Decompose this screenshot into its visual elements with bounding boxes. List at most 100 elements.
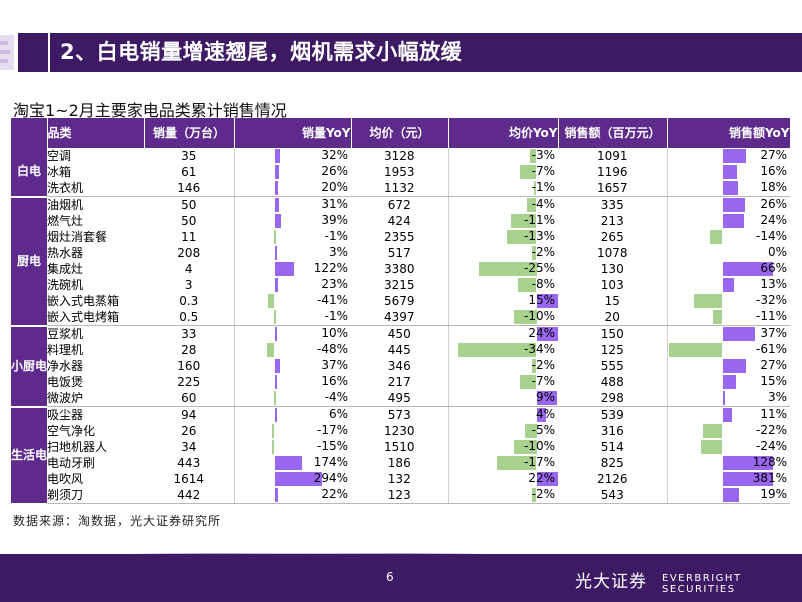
sales-yoy-cell: 20%	[233, 180, 351, 197]
item-name: 燃气灶	[47, 213, 84, 228]
avg-price: 1230	[383, 423, 415, 438]
revenue-yoy-cell: -32%	[666, 293, 790, 309]
price-yoy-value: -34%	[523, 342, 555, 356]
sales-yoy-value: 294%	[313, 471, 348, 485]
price-yoy-value: -10%	[523, 439, 555, 453]
sales-yoy-cell: -4%	[233, 390, 351, 407]
revenue-yoy-cell: 27%	[666, 358, 790, 374]
sales-volume: 35	[181, 148, 197, 163]
revenue-yoy-cell: 0%	[666, 245, 790, 261]
sales-yoy-cell: 10%	[233, 325, 351, 342]
item-name: 空调	[47, 148, 72, 163]
sales-yoy-value: 37%	[321, 358, 348, 372]
footer-bar	[0, 554, 802, 602]
brand-logo-mark	[0, 33, 48, 72]
price-yoy-bar	[458, 343, 537, 357]
group-label: 小厨电	[11, 325, 47, 408]
revenue-yoy-bar	[722, 262, 773, 276]
sales-yoy-bar	[274, 165, 279, 179]
sales-yoy-cell: 3%	[233, 245, 351, 261]
price-yoy-cell: 15%	[447, 293, 558, 309]
brand-name-cn: 光大证券	[575, 572, 647, 592]
item-name: 集成灶	[47, 261, 84, 276]
sales-yoy-bar	[267, 294, 275, 308]
revenue-yoy-bar	[722, 214, 744, 228]
sales-yoy-value: -15%	[316, 439, 348, 453]
table-row: 空气净化 26 -17% 1230 -5% 316 -22%	[11, 423, 790, 439]
avg-price: 1132	[351, 180, 448, 197]
table-subtitle: 淘宝1~2月主要家电品类累计销售情况	[13, 101, 287, 120]
item-name: 冰箱	[47, 164, 72, 179]
revenue-yoy-cell: 27%	[666, 148, 790, 164]
avg-price: 450	[387, 326, 411, 341]
sales-table: 品类 销量（万台） 销量YoY 均价（元） 均价YoY 销售额（百万元） 销售额…	[11, 118, 791, 505]
price-yoy-bar	[531, 246, 537, 260]
revenue-yoy-bar	[712, 310, 723, 324]
item-name: 扫地机器人	[47, 439, 108, 454]
price-yoy-cell: -13%	[447, 229, 558, 245]
price-yoy-cell: -3%	[447, 148, 558, 164]
price-yoy-cell: -7%	[447, 164, 558, 180]
sales-yoy-cell: 37%	[233, 358, 351, 374]
price-yoy-bar	[513, 440, 537, 454]
table-row: 电动牙刷 443 174% 186 -17% 825 128%	[11, 455, 790, 471]
revenue: 213	[600, 213, 624, 228]
header-price-yoy: 均价YoY	[448, 118, 559, 148]
sales-yoy-cell: 294%	[233, 471, 351, 487]
revenue-yoy-bar	[722, 165, 737, 179]
revenue-yoy-value: -61%	[755, 342, 787, 356]
avg-price: 3380	[383, 261, 415, 276]
item-name: 洗衣机	[47, 180, 144, 197]
revenue-yoy-cell: 381%	[666, 471, 790, 487]
price-yoy-bar	[527, 198, 537, 212]
revenue: 335	[600, 197, 624, 212]
price-yoy-bar	[525, 424, 537, 438]
sales-yoy-value: 22%	[321, 487, 348, 501]
price-yoy-bar	[520, 375, 537, 389]
sales-yoy-cell: 32%	[233, 148, 351, 164]
revenue-yoy-value: -32%	[755, 293, 787, 307]
sales-yoy-value: 26%	[321, 164, 348, 178]
revenue-yoy-bar	[722, 198, 746, 212]
revenue: 150	[600, 326, 624, 341]
item-name: 油烟机	[47, 197, 84, 212]
sales-yoy-bar	[274, 375, 278, 389]
price-yoy-cell: -5%	[447, 423, 558, 439]
sales-volume: 34	[181, 439, 197, 454]
revenue: 1091	[596, 148, 628, 163]
sales-yoy-bar	[274, 456, 303, 470]
price-yoy-value: -25%	[523, 261, 555, 275]
table-row: 热水器 208 3% 517 -2% 1078 0%	[11, 245, 790, 261]
price-yoy-value: -10%	[523, 309, 555, 323]
sales-yoy-bar	[274, 488, 279, 502]
revenue-yoy-bar	[722, 488, 740, 502]
price-yoy-cell: -7%	[447, 374, 558, 390]
sales-volume: 50	[181, 197, 197, 212]
group-label: 厨电	[11, 196, 47, 327]
revenue-yoy-cell: -24%	[666, 439, 790, 455]
table-row: 集成灶 4 122% 3380 -25% 130 66%	[11, 261, 790, 277]
header-sales: 销量（万台）	[144, 118, 235, 148]
revenue-yoy-value: 15%	[760, 374, 787, 388]
price-yoy-value: -4%	[531, 197, 555, 211]
revenue: 2126	[596, 471, 628, 486]
revenue-yoy-value: 11%	[760, 407, 787, 421]
sales-volume: 4	[184, 261, 193, 276]
sales-volume: 28	[181, 342, 197, 357]
sales-yoy-value: 32%	[321, 148, 348, 162]
avg-price: 5679	[383, 293, 415, 308]
sales-yoy-cell: -17%	[233, 423, 351, 439]
item-name: 剃须刀	[47, 487, 144, 504]
title-bar	[50, 33, 802, 72]
sales-volume: 0.5	[144, 309, 234, 326]
table-row: 电饭煲 225 16% 217 -7% 488 15%	[11, 374, 790, 390]
price-yoy-value: -1%	[531, 180, 555, 194]
sales-yoy-value: 20%	[321, 180, 348, 194]
item-name: 洗碗机	[47, 277, 84, 292]
price-yoy-bar	[536, 294, 558, 308]
sales-yoy-value: 31%	[321, 197, 348, 211]
revenue-yoy-bar	[703, 424, 723, 438]
item-name: 微波炉	[47, 390, 144, 407]
price-yoy-value: -3%	[531, 148, 555, 162]
revenue-yoy-value: 3%	[767, 390, 787, 404]
